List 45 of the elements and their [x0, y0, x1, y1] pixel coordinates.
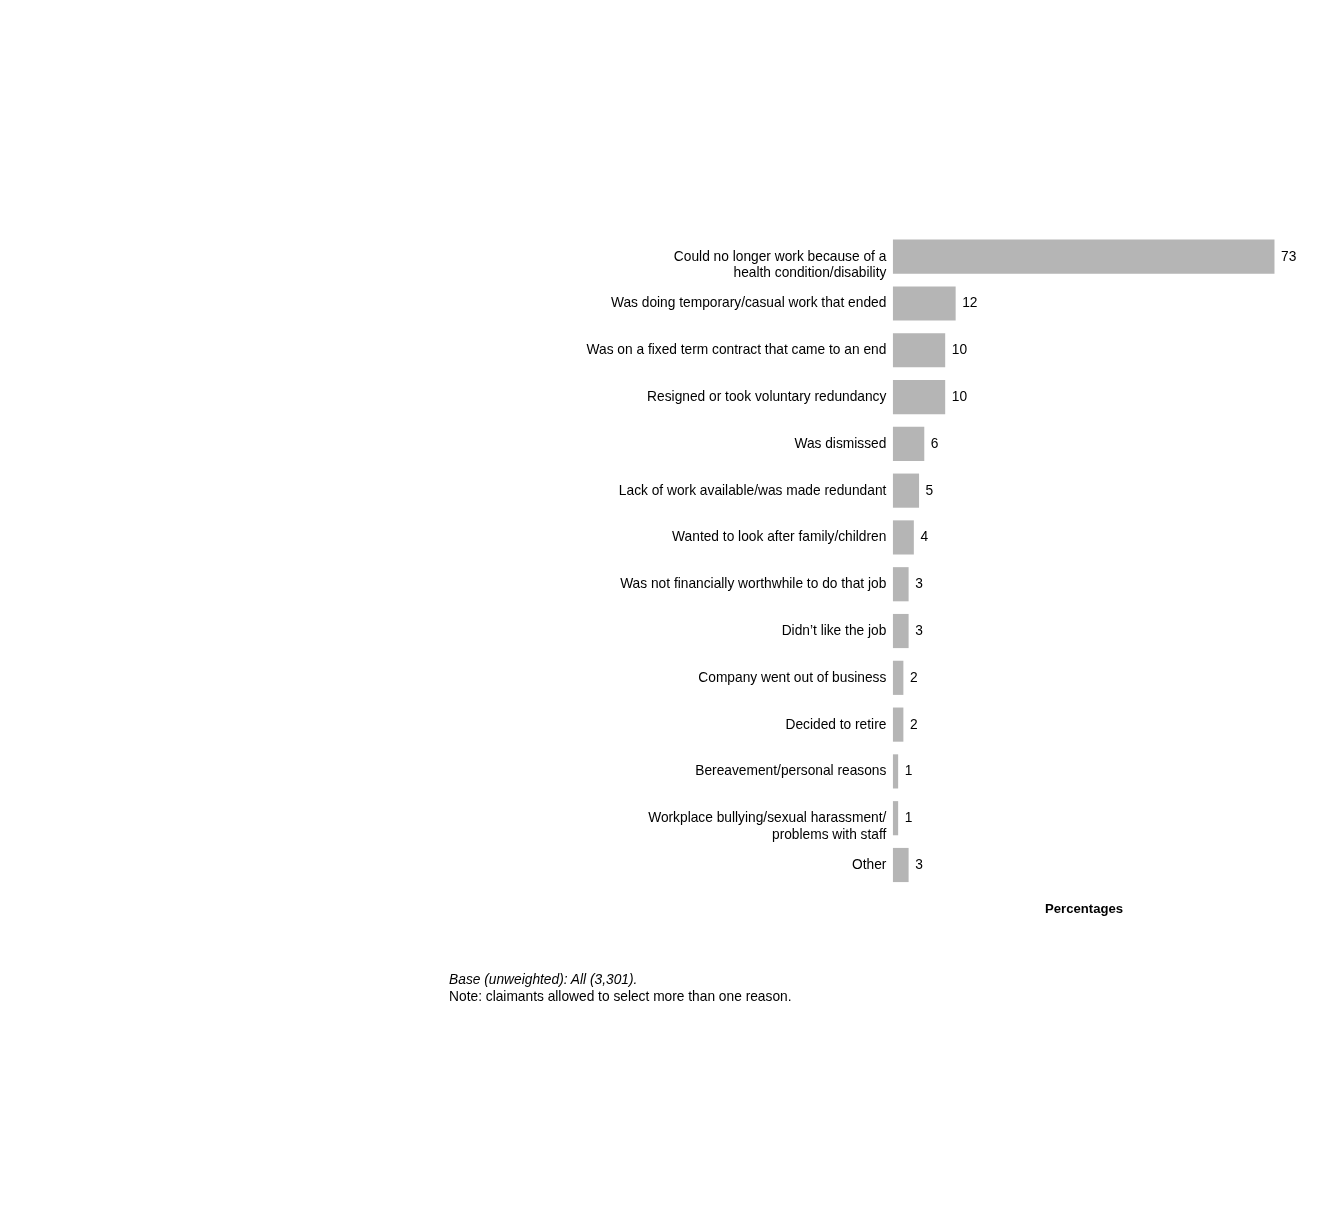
data-label: 73 [1281, 248, 1297, 264]
y-tick-label: Was not financially worthwhile to do that job [620, 576, 887, 592]
data-label: 6 [930, 435, 939, 451]
y-tick-label: Company went out of business [698, 669, 887, 685]
bar [892, 426, 925, 461]
y-tick-label: Decided to retire [785, 716, 887, 732]
bar [892, 520, 914, 555]
bar [892, 707, 904, 742]
y-tick-label: Workplace bullying/sexual harassment/ problems with staff [648, 810, 887, 842]
text: Base (unweighted): All (3,301). [449, 972, 638, 988]
y-tick-label: Other [851, 856, 887, 872]
bar [892, 333, 946, 368]
bar [892, 847, 909, 883]
bar [892, 613, 909, 649]
bar [892, 567, 909, 602]
bar [892, 754, 899, 789]
data-label: 2 [909, 669, 918, 685]
bar [892, 286, 956, 321]
x-axis-title: Percentages [1045, 900, 1124, 916]
y-tick-label: Wanted to look after family/children [672, 529, 887, 545]
data-label: 2 [909, 716, 918, 732]
data-label: 3 [915, 622, 924, 638]
data-label: 3 [915, 856, 924, 872]
y-tick-label: Didn’t like the job [781, 622, 887, 638]
data-label: 1 [904, 763, 913, 779]
text: Note: claimants allowed to select more than one reason. [449, 988, 792, 1004]
y-tick-label: Bereavement/personal reasons [695, 763, 887, 779]
bar [892, 239, 1275, 274]
data-label: 10 [951, 342, 968, 358]
y-tick-label: Was on a fixed term contract that came to an end [586, 342, 887, 358]
data-label: 4 [920, 529, 929, 545]
data-label: 1 [904, 810, 913, 826]
data-label: 12 [962, 295, 978, 311]
y-tick-label: Resigned or took voluntary redundancy [647, 388, 887, 404]
bar [892, 660, 904, 695]
bar [892, 379, 946, 415]
data-label: 3 [915, 576, 924, 592]
data-label: 10 [951, 388, 968, 404]
bar [892, 801, 899, 836]
y-tick-label: Was doing temporary/casual work that ended [610, 295, 887, 311]
y-tick-label: Lack of work available/was made redundant [618, 482, 887, 498]
y-tick-label: Could no longer work because of a health condition/disability [673, 248, 887, 280]
bar [892, 473, 920, 508]
data-label: 5 [925, 482, 934, 498]
y-tick-label: Was dismissed [794, 435, 887, 451]
